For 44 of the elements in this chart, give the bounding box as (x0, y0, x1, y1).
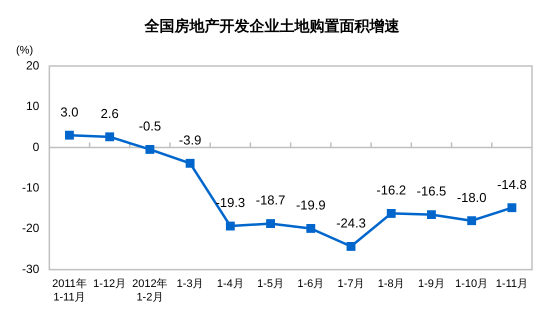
data-label: 3.0 (60, 104, 78, 120)
point (467, 216, 476, 226)
data-label: 2.6 (100, 106, 119, 121)
x-tick-label: 1-12月 (93, 278, 126, 290)
data-label: -24.3 (336, 215, 366, 230)
point (346, 242, 356, 251)
x-tick-label: 1-11月 (496, 278, 528, 290)
x-tick-label: 1-10月 (455, 278, 488, 290)
data-label: -16.2 (376, 182, 406, 198)
y-tick-label: 0 (32, 140, 40, 154)
x-tick-label: 1-6月 (297, 278, 324, 290)
chart-title: 全国房地产开发企业土地购置面积增速 (144, 17, 400, 36)
point (105, 132, 114, 142)
x-tick-label: 1-9月 (418, 278, 445, 290)
data-label: -18.0 (456, 190, 486, 205)
x-tick-label: 1-7月 (338, 278, 364, 290)
point (186, 158, 195, 168)
point (507, 203, 516, 212)
point (226, 222, 235, 230)
y-tick-label: -30 (22, 262, 40, 276)
point (266, 219, 275, 228)
point (427, 210, 436, 220)
y-axis-title: (%) (16, 44, 34, 57)
x-tick-label: 1-8月 (378, 278, 405, 290)
x-tick-label: 2012年 1-2月 (132, 278, 168, 304)
point (65, 130, 74, 140)
x-tick-label: 1-5月 (257, 278, 284, 290)
data-label: -14.8 (497, 176, 527, 192)
x-tick-label: 2011年 1-11月 (52, 278, 87, 304)
point (306, 224, 316, 233)
y-tick-label: -10 (22, 180, 40, 194)
data-label: -19.3 (216, 195, 246, 210)
x-tick-label: 1-3月 (176, 278, 204, 290)
y-tick-label: 10 (26, 99, 40, 114)
point (145, 145, 154, 154)
data-label: -19.9 (296, 198, 326, 213)
data-label: -18.7 (256, 192, 286, 208)
x-tick-label: 1-4月 (216, 278, 244, 290)
data-label: -0.5 (138, 118, 162, 134)
data-label: -16.5 (416, 184, 446, 199)
y-tick-label: -20 (22, 221, 40, 236)
y-tick-label: 20 (26, 58, 40, 72)
point (386, 208, 396, 218)
data-label: -3.9 (178, 132, 202, 148)
